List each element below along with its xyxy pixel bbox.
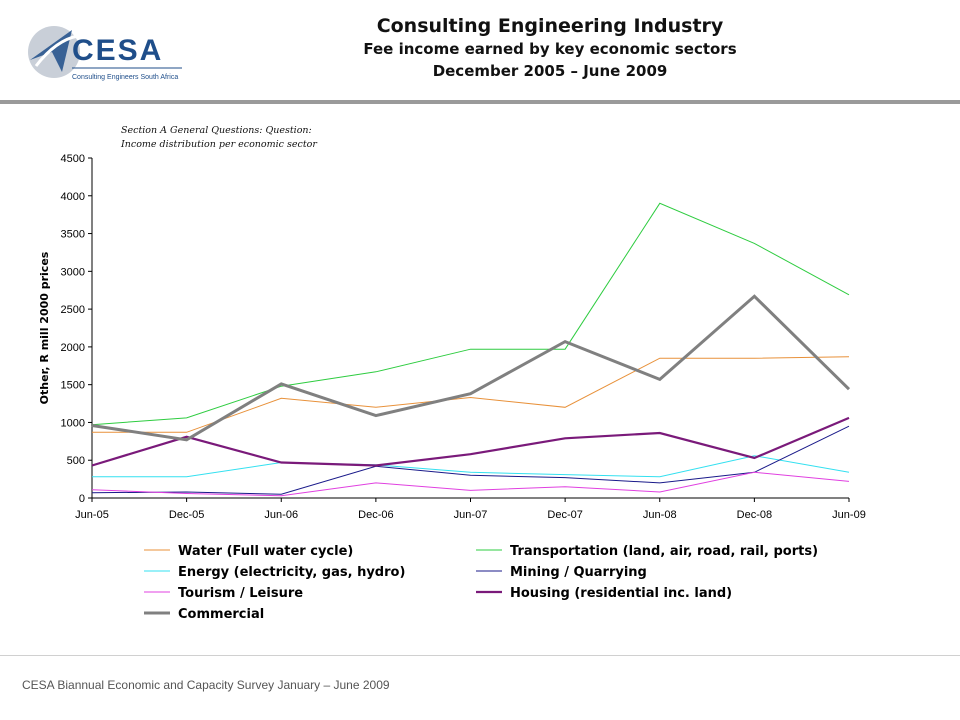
y-tick-label: 1000 bbox=[61, 417, 85, 429]
y-tick-label: 500 bbox=[67, 455, 85, 467]
logo-text: CESA bbox=[72, 34, 163, 67]
footer-text: CESA Biannual Economic and Capacity Surv… bbox=[22, 678, 390, 692]
page-title: Consulting Engineering Industry bbox=[376, 15, 724, 37]
logo-swoosh bbox=[34, 34, 79, 67]
x-tick-label: Jun-08 bbox=[643, 509, 677, 521]
chart-note-line1: Section A General Questions: Question: bbox=[121, 125, 312, 136]
series-line-6 bbox=[91, 416, 850, 467]
x-tick-label: Jun-05 bbox=[75, 509, 109, 521]
page-subtitle: Fee income earned by key economic sector… bbox=[363, 40, 737, 58]
x-tick-label: Dec-08 bbox=[737, 509, 772, 521]
legend-label-2: Transportation (land, air, road, rail, p… bbox=[510, 544, 818, 559]
y-tick-label: 1500 bbox=[61, 380, 85, 392]
y-tick-label: 3000 bbox=[61, 266, 85, 278]
x-tick-label: Dec-06 bbox=[358, 509, 393, 521]
y-tick-label: 2500 bbox=[61, 304, 85, 316]
x-tick-label: Dec-07 bbox=[547, 509, 582, 521]
y-tick-label: 4500 bbox=[61, 153, 85, 165]
series-line-2 bbox=[91, 202, 850, 426]
cesa-logo: CESA Consulting Engineers South Africa bbox=[22, 22, 192, 92]
series-line-3 bbox=[92, 455, 850, 478]
y-tick-label: 0 bbox=[79, 493, 85, 505]
legend-label-6: Housing (residential inc. land) bbox=[510, 586, 732, 601]
line-chart: 0 500 1000 1500 2000 2500 3000 3500 4000 4500 Jun-… bbox=[38, 153, 866, 622]
y-tick-label: 3500 bbox=[61, 229, 85, 241]
page-period: December 2005 – June 2009 bbox=[432, 62, 668, 80]
legend-label-3: Energy (electricity, gas, hydro) bbox=[178, 565, 405, 580]
chart-note-line2: Income distribution per economic sector bbox=[121, 139, 317, 150]
series-line-4 bbox=[91, 425, 850, 495]
legend-label-7: Commercial bbox=[178, 607, 264, 622]
y-tick-label: 2000 bbox=[61, 342, 85, 354]
legend-label-1: Water (Full water cycle) bbox=[178, 544, 353, 559]
legend-label-4: Mining / Quarrying bbox=[510, 565, 647, 580]
footer-divider bbox=[0, 655, 960, 656]
legend-label-5: Tourism / Leisure bbox=[178, 586, 303, 601]
x-tick-label: Jun-06 bbox=[264, 509, 298, 521]
header-divider bbox=[0, 100, 960, 104]
y-axis-label: Other, R mill 2000 prices bbox=[38, 251, 51, 404]
x-tick-label: Jun-09 bbox=[832, 509, 866, 521]
y-tick-label: 4000 bbox=[61, 191, 85, 203]
cesa-logo-graphic: CESA Consulting Engineers South Africa bbox=[28, 26, 182, 81]
chart-note: Section A General Questions: Question: I… bbox=[121, 124, 361, 152]
series-line-7 bbox=[91, 294, 851, 442]
x-tick-label: Dec-05 bbox=[169, 509, 204, 521]
logo-subtext: Consulting Engineers South Africa bbox=[72, 74, 178, 81]
x-tick-label: Jun-07 bbox=[454, 509, 488, 521]
series-line-5 bbox=[91, 471, 850, 497]
slide-header: CESA Consulting Engineers South Africa C… bbox=[0, 0, 960, 100]
title-block: Consulting Engineering Industry Fee inco… bbox=[200, 14, 900, 82]
